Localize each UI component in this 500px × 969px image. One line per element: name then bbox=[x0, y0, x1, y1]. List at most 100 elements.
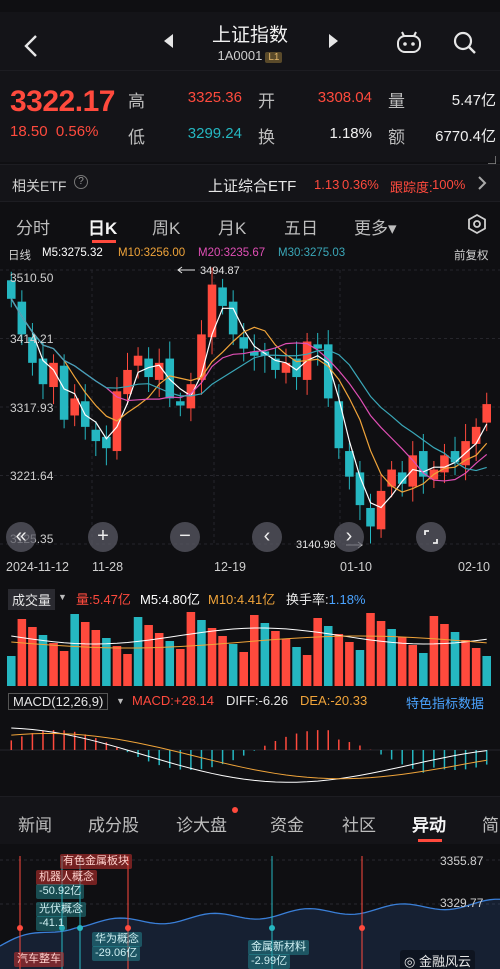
volume-bar bbox=[176, 649, 185, 686]
zoom-out-icon[interactable]: − bbox=[170, 522, 200, 552]
tab-diagnose[interactable]: 诊大盘 bbox=[176, 816, 227, 835]
candle-body bbox=[334, 401, 344, 449]
date-label: 01-10 bbox=[340, 560, 372, 574]
volume-bar bbox=[91, 630, 101, 686]
turnover-rate-value: 1.18% bbox=[328, 592, 366, 607]
volume-chart[interactable] bbox=[0, 606, 500, 688]
help-icon[interactable]: ? bbox=[74, 175, 88, 189]
dropdown-icon[interactable]: ▼ bbox=[58, 592, 67, 602]
tab-brief[interactable]: 简 bbox=[482, 816, 499, 835]
tab-weekly-k[interactable]: 周K bbox=[152, 219, 181, 238]
volume-bar bbox=[186, 612, 196, 686]
next-stock-icon[interactable] bbox=[322, 30, 344, 52]
tab-intraday[interactable]: 分时 bbox=[16, 219, 50, 238]
volume-bar bbox=[239, 652, 248, 686]
settings-icon[interactable] bbox=[466, 213, 488, 240]
quote-panel: 3322.17 18.50 0.56% 高 3325.36 低 3299.24 … bbox=[0, 70, 500, 165]
volume-bar bbox=[38, 635, 48, 686]
scroll-right-icon[interactable]: › bbox=[334, 522, 364, 552]
open-label: 开 bbox=[258, 92, 275, 111]
event-tag[interactable]: 金属新材料 bbox=[248, 940, 309, 955]
change-value: 18.50 bbox=[10, 123, 48, 140]
fullscreen-icon[interactable] bbox=[416, 522, 446, 552]
candle-body bbox=[366, 507, 375, 527]
intraday-last-label: 3329.77 bbox=[440, 896, 484, 910]
tab-capital[interactable]: 资金 bbox=[270, 816, 304, 835]
search-icon[interactable] bbox=[450, 28, 480, 58]
tab-community[interactable]: 社区 bbox=[342, 816, 376, 835]
max-price-marker: 3494.87 bbox=[200, 265, 240, 277]
zoom-in-icon[interactable]: + bbox=[88, 522, 118, 552]
intraday-chart bbox=[0, 856, 500, 969]
candle-body bbox=[397, 472, 407, 484]
candle-body bbox=[38, 358, 48, 385]
low-label: 低 bbox=[128, 128, 145, 147]
candle-body bbox=[228, 301, 238, 335]
volume-indicator-select[interactable]: 成交量 bbox=[8, 589, 56, 610]
previous-stock-icon[interactable] bbox=[158, 30, 180, 52]
scroll-left-icon[interactable]: ‹ bbox=[252, 522, 282, 552]
robot-assistant-icon[interactable] bbox=[394, 28, 424, 58]
etf-name: 上证综合ETF bbox=[208, 178, 297, 195]
event-marker-dot bbox=[125, 925, 131, 931]
volume-bar bbox=[123, 654, 132, 686]
scroll-left-fast-icon[interactable]: « bbox=[6, 522, 36, 552]
tab-components[interactable]: 成分股 bbox=[88, 816, 139, 835]
volume-bar bbox=[345, 642, 354, 686]
event-tag[interactable]: 华为概念 bbox=[92, 932, 142, 947]
event-marker-dot bbox=[77, 925, 83, 931]
candle-body bbox=[250, 351, 259, 356]
dropdown-icon[interactable]: ▼ bbox=[116, 696, 125, 706]
volume-bar bbox=[366, 613, 375, 686]
event-marker-dot bbox=[17, 925, 23, 931]
event-tag[interactable]: 光伏概念 bbox=[36, 902, 86, 917]
tab-anomaly[interactable]: 异动 bbox=[412, 816, 446, 835]
volume-bar bbox=[482, 656, 491, 686]
date-label: 2024-11-12 bbox=[6, 560, 70, 574]
etf-track-label: 跟踪度: bbox=[390, 180, 433, 195]
etf-value: 1.13 bbox=[314, 177, 340, 192]
chevron-right-icon bbox=[476, 175, 488, 196]
candle-body bbox=[197, 334, 206, 380]
event-tag[interactable]: -50.92亿 bbox=[36, 884, 85, 899]
chart-controls: « + − ‹ › bbox=[0, 520, 500, 556]
candle-body bbox=[345, 451, 354, 477]
event-tag[interactable]: 汽车整车 bbox=[14, 952, 64, 967]
candle-body bbox=[123, 369, 132, 395]
price-label-mid: 3317.93 bbox=[10, 401, 54, 415]
moving-average-line bbox=[10, 298, 488, 509]
stock-code: 1A0001 L1 bbox=[150, 48, 350, 63]
price-change: 18.50 0.56% bbox=[10, 123, 98, 140]
candlestick-chart[interactable]: 3510.50 3414.21 3317.93 3221.64 3125.35 … bbox=[0, 262, 500, 557]
event-tag[interactable]: -29.06亿 bbox=[92, 946, 141, 961]
tab-daily-k[interactable]: 日K bbox=[88, 219, 118, 238]
tab-more[interactable]: 更多▾ bbox=[354, 219, 397, 238]
macd-chart[interactable] bbox=[0, 712, 500, 792]
candle-body bbox=[154, 362, 164, 380]
volume-m5: M5:4.80亿 bbox=[140, 592, 200, 607]
info-tabs: 新闻 成分股 诊大盘 资金 社区 异动 简 bbox=[0, 796, 500, 844]
special-indicator-link[interactable]: 特色指标数据 bbox=[406, 696, 485, 711]
event-tag[interactable]: 有色金属板块 bbox=[60, 854, 132, 869]
volume-bar bbox=[408, 645, 418, 686]
back-icon[interactable] bbox=[14, 28, 50, 64]
tab-monthly-k[interactable]: 月K bbox=[218, 219, 247, 238]
macd-indicator-select[interactable]: MACD(12,26,9) bbox=[8, 693, 109, 710]
expand-corner-icon[interactable] bbox=[488, 151, 497, 165]
intraday-anomaly-panel[interactable]: 3355.87 3329.77 有色金属板块 机器人概念 -50.92亿 光伏概… bbox=[0, 846, 500, 969]
tab-five-day[interactable]: 五日 bbox=[284, 219, 318, 238]
last-price: 3322.17 bbox=[10, 85, 115, 118]
low-value: 3299.24 bbox=[187, 125, 242, 142]
date-label: 12-19 bbox=[214, 560, 246, 574]
related-etf-row[interactable]: 相关ETF ? 上证综合ETF 1.13 0.36% 跟踪度: 100% bbox=[0, 164, 500, 202]
tab-news[interactable]: 新闻 bbox=[18, 816, 52, 835]
adjust-mode[interactable]: 前复权 bbox=[454, 250, 489, 262]
event-tag[interactable]: 机器人概念 bbox=[36, 870, 97, 885]
date-label: 11-28 bbox=[92, 560, 124, 574]
event-tag[interactable]: -2.99亿 bbox=[248, 954, 291, 969]
ma5-value: M5:3275.32 bbox=[42, 247, 103, 259]
event-tag[interactable]: -41.1 bbox=[36, 916, 68, 931]
price-label-top: 3510.50 bbox=[10, 271, 54, 285]
candle-body bbox=[471, 426, 481, 444]
volume-bar bbox=[302, 655, 312, 686]
